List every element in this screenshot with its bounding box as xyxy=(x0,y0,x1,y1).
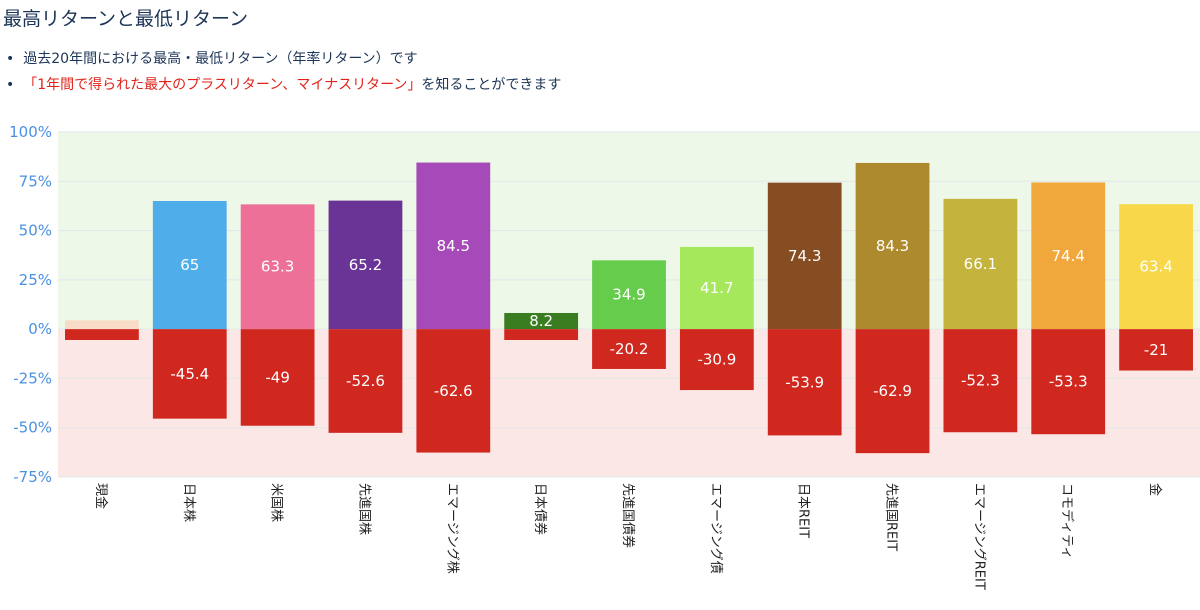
bar-positive xyxy=(65,320,139,330)
description-text: 過去20年間における最高・最低リターン（年率リターン）です xyxy=(23,51,418,67)
y-tick-label: -75% xyxy=(13,468,52,486)
bar-negative xyxy=(943,329,1018,433)
data-label: -52.3 xyxy=(961,372,1000,390)
data-label: 84.3 xyxy=(876,237,909,255)
data-label: 74.4 xyxy=(1052,247,1085,265)
data-label: -62.6 xyxy=(434,382,473,400)
bar-negative xyxy=(416,329,491,453)
data-label: -45.4 xyxy=(170,365,209,383)
data-label: 34.9 xyxy=(612,286,645,304)
bar-negative xyxy=(855,329,930,454)
bar-positive xyxy=(504,312,579,330)
bar-negative xyxy=(152,329,227,419)
bar-negative xyxy=(240,329,315,426)
y-tick-label: -50% xyxy=(13,419,52,437)
x-category-label: 先進国株 xyxy=(356,483,371,535)
x-category-label: エマージングREIT xyxy=(971,483,986,590)
x-category-label: 先進国債券 xyxy=(620,483,636,548)
bar-positive xyxy=(592,260,666,330)
data-label: 65.2 xyxy=(349,256,382,274)
data-label: -20.2 xyxy=(610,340,649,358)
x-category-label: 日本株 xyxy=(181,483,196,522)
bar-positive xyxy=(1119,204,1193,330)
data-label: 65 xyxy=(180,256,199,274)
x-category-label: コモディティ xyxy=(1059,483,1075,559)
x-category-label: 日本債券 xyxy=(532,483,548,535)
bar-positive xyxy=(240,204,315,330)
data-label: 63.4 xyxy=(1139,258,1172,276)
data-label: -49 xyxy=(265,368,290,386)
y-tick-label: 25% xyxy=(19,271,52,289)
data-label: 8.2 xyxy=(529,312,553,330)
x-category-label: エマージング債 xyxy=(708,483,723,574)
data-label: 63.3 xyxy=(261,258,294,276)
bar-positive xyxy=(943,198,1018,330)
data-label: -62.9 xyxy=(873,382,912,400)
data-label: 41.7 xyxy=(700,279,733,297)
bar-negative xyxy=(679,329,754,391)
y-tick-label: 50% xyxy=(19,222,52,240)
data-label: -52.6 xyxy=(346,372,385,390)
x-category-label: 金 xyxy=(1147,483,1163,496)
bar-positive xyxy=(328,200,403,330)
bar-positive xyxy=(767,182,842,330)
data-label: -21 xyxy=(1144,341,1169,359)
bar-positive xyxy=(855,162,930,330)
data-label: 74.3 xyxy=(788,247,821,265)
y-tick-label: 75% xyxy=(19,172,52,190)
description-highlight: 「1年間で得られた最大のプラスリターン、マイナスリターン」 xyxy=(23,77,422,93)
page-title: 最高リターンと最低リターン xyxy=(3,8,249,30)
y-tick-label: -25% xyxy=(13,369,52,387)
x-category-label: エマージング株 xyxy=(444,483,459,574)
bar-negative xyxy=(1119,329,1193,371)
description-item: 「1年間で得られた最大のプラスリターン、マイナスリターン」を知ることができます xyxy=(6,72,561,98)
data-label: 84.5 xyxy=(437,237,470,255)
bar-positive xyxy=(679,246,754,330)
bar-positive xyxy=(416,162,491,330)
bar-negative xyxy=(328,329,403,433)
bar-negative xyxy=(1031,329,1106,435)
data-label: -53.9 xyxy=(785,373,824,391)
bar-negative xyxy=(592,329,666,369)
x-category-label: 先進国REIT xyxy=(884,483,899,551)
x-category-label: 米国株 xyxy=(269,483,284,522)
bar-positive xyxy=(152,201,227,330)
bar-negative xyxy=(65,329,139,340)
description-text: を知ることができます xyxy=(421,77,562,93)
data-label: -30.9 xyxy=(697,351,736,369)
x-category-label: 現金 xyxy=(93,483,109,509)
bar-positive xyxy=(1031,182,1106,330)
description-item: 過去20年間における最高・最低リターン（年率リターン）です xyxy=(6,46,561,72)
description-list: 過去20年間における最高・最低リターン（年率リターン）です 「1年間で得られた最… xyxy=(6,46,561,98)
y-tick-label: 0% xyxy=(28,320,52,338)
data-label: 66.1 xyxy=(964,255,997,273)
bar-negative xyxy=(767,329,842,436)
data-label: -53.3 xyxy=(1049,373,1088,391)
x-category-label: 日本REIT xyxy=(796,483,811,538)
bar-negative xyxy=(504,329,579,340)
y-tick-label: 100% xyxy=(9,123,52,141)
